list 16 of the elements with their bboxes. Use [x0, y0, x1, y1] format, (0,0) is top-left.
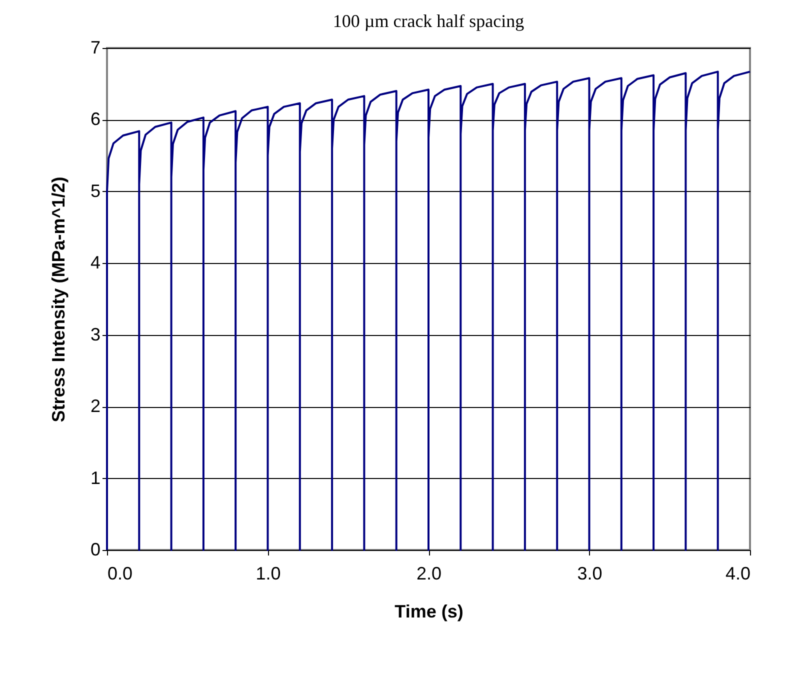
y-tick-label: 2 — [90, 396, 100, 416]
x-tick-label: 1.0 — [256, 564, 281, 584]
chart-title: 100 µm crack half spacing — [332, 11, 524, 31]
y-tick-label: 0 — [90, 540, 100, 560]
x-axis-title: Time (s) — [394, 602, 464, 622]
x-tick-label: 3.0 — [577, 564, 602, 584]
x-tick-label: 4.0 — [725, 564, 750, 584]
x-tick-label: 2.0 — [416, 564, 442, 584]
x-tick-label: 0.0 — [108, 564, 133, 584]
y-tick-label: 3 — [90, 324, 100, 344]
y-tick-label: 6 — [90, 109, 100, 130]
y-tick-label: 7 — [90, 38, 100, 58]
y-tick-label: 5 — [90, 180, 100, 201]
y-tick-label: 1 — [90, 468, 100, 488]
y-axis-title: Stress Intensity (MPa-m^1/2) — [48, 176, 68, 422]
y-tick-label: 4 — [90, 252, 100, 273]
